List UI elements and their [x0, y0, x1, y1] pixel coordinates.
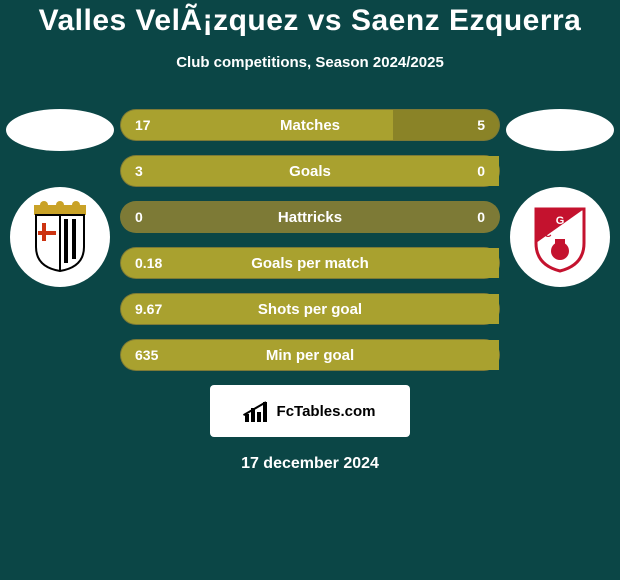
- date-line: 17 december 2024: [0, 455, 620, 473]
- stat-label: Matches: [121, 117, 499, 134]
- left-player-column: [0, 109, 120, 287]
- svg-text:G: G: [556, 215, 565, 227]
- page-title: Valles VelÃ¡zquez vs Saenz Ezquerra: [0, 4, 620, 38]
- stat-value-right: 5: [477, 117, 485, 133]
- right-club-badge: G C F: [510, 187, 610, 287]
- body-area: G C F 17Matches53Goals00Hattricks00.18Go…: [0, 109, 620, 473]
- badajoz-crest-icon: [24, 201, 96, 273]
- stat-row: 635Min per goal: [120, 339, 500, 371]
- stat-row: 0.18Goals per match: [120, 247, 500, 279]
- stat-row: 3Goals0: [120, 155, 500, 187]
- subtitle: Club competitions, Season 2024/2025: [0, 54, 620, 71]
- stat-label: Goals per match: [121, 255, 499, 272]
- right-player-avatar: [506, 109, 614, 151]
- svg-text:C: C: [544, 229, 551, 240]
- stats-container: 17Matches53Goals00Hattricks00.18Goals pe…: [120, 109, 500, 371]
- brand-text: FcTables.com: [277, 403, 376, 420]
- left-club-badge: [10, 187, 110, 287]
- left-player-avatar: [6, 109, 114, 151]
- svg-text:F: F: [569, 229, 575, 240]
- stat-label: Goals: [121, 163, 499, 180]
- stat-label: Hattricks: [121, 209, 499, 226]
- brand-logo-icon: [245, 400, 271, 422]
- stat-label: Shots per goal: [121, 301, 499, 318]
- stat-value-right: 0: [477, 163, 485, 179]
- right-player-column: G C F: [500, 109, 620, 287]
- branding-badge: FcTables.com: [210, 385, 410, 437]
- comparison-card: Valles VelÃ¡zquez vs Saenz Ezquerra Club…: [0, 0, 620, 580]
- stat-row: 17Matches5: [120, 109, 500, 141]
- stat-value-right: 0: [477, 209, 485, 225]
- stat-label: Min per goal: [121, 347, 499, 364]
- stat-row: 9.67Shots per goal: [120, 293, 500, 325]
- stat-row: 0Hattricks0: [120, 201, 500, 233]
- granada-crest-icon: G C F: [524, 201, 596, 273]
